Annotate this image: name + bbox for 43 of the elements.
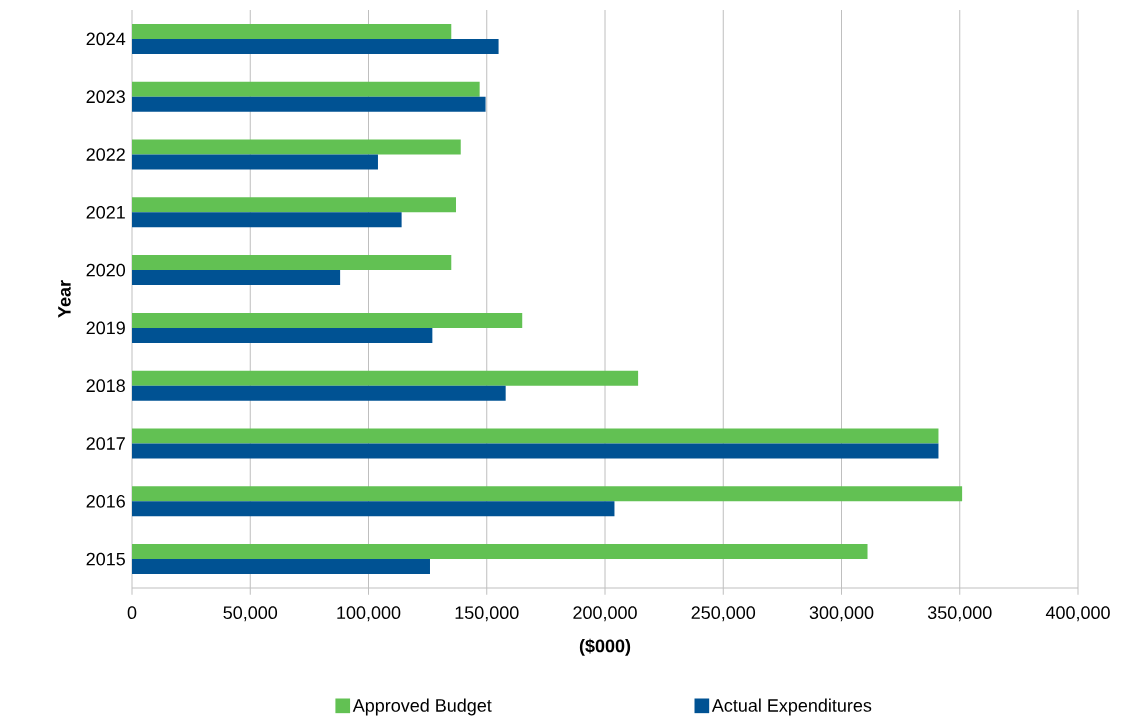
y-tick-label: 2020 bbox=[86, 263, 126, 277]
y-tick-label: 2021 bbox=[86, 205, 125, 219]
bar bbox=[132, 370, 639, 386]
bar bbox=[132, 501, 615, 517]
legend-label: Approved Budget bbox=[352, 698, 492, 716]
bar bbox=[132, 428, 939, 444]
bar bbox=[132, 81, 480, 97]
bar bbox=[132, 38, 499, 54]
x-tick-label: 400,000 bbox=[1045, 606, 1110, 622]
bar bbox=[132, 443, 939, 459]
bar bbox=[132, 559, 430, 575]
bar bbox=[132, 270, 341, 286]
bar bbox=[132, 255, 452, 271]
x-tick-label: 350,000 bbox=[927, 606, 992, 622]
legend-label: Actual Expenditures bbox=[711, 698, 872, 716]
bar bbox=[132, 312, 523, 328]
bar bbox=[132, 486, 963, 502]
bar bbox=[132, 23, 452, 39]
x-tick-label: 250,000 bbox=[691, 606, 756, 622]
x-tick-label: 300,000 bbox=[809, 606, 874, 622]
x-axis-title: ($000) bbox=[579, 638, 631, 656]
bar bbox=[132, 96, 486, 112]
y-tick-label: 2017 bbox=[86, 437, 125, 450]
y-tick-label: 2023 bbox=[86, 90, 125, 104]
bar bbox=[132, 212, 402, 228]
x-tick-label: 150,000 bbox=[455, 606, 519, 622]
y-tick-label: 2019 bbox=[86, 321, 125, 335]
bar bbox=[132, 197, 457, 213]
x-tick-label: 0 bbox=[127, 606, 137, 619]
y-tick-label: 2022 bbox=[86, 148, 125, 161]
x-tick-label: 100,000 bbox=[337, 606, 401, 622]
y-axis-title: Year bbox=[58, 280, 71, 318]
bar bbox=[132, 385, 506, 401]
y-tick-label: 2018 bbox=[86, 379, 125, 393]
x-tick-label: 200,000 bbox=[573, 606, 637, 622]
bar bbox=[132, 544, 868, 560]
y-tick-label: 2016 bbox=[86, 494, 125, 508]
bar bbox=[132, 327, 433, 343]
bar bbox=[132, 139, 461, 155]
y-tick-label: 2015 bbox=[86, 552, 125, 566]
x-tick-label: 50,000 bbox=[223, 606, 278, 622]
bar bbox=[132, 154, 378, 170]
y-tick-label: 2024 bbox=[86, 32, 126, 46]
